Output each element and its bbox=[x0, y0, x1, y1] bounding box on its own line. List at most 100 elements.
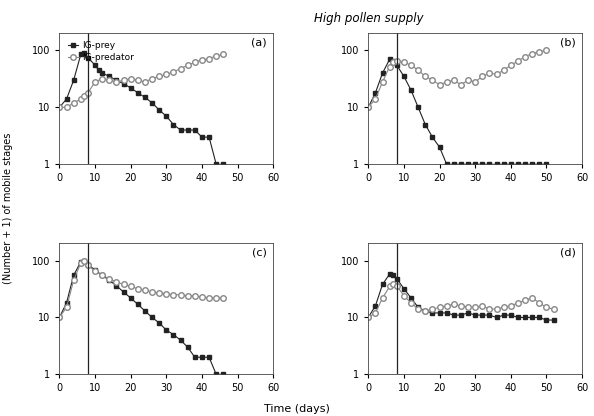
IG-prey bbox=[177, 338, 184, 343]
IG-prey bbox=[500, 162, 507, 167]
IG-predator bbox=[393, 283, 400, 288]
IG-prey bbox=[99, 273, 106, 278]
IG-prey bbox=[70, 273, 77, 278]
IG-predator bbox=[500, 68, 507, 73]
IG-prey bbox=[184, 128, 191, 133]
IG-predator bbox=[422, 74, 429, 79]
IG-prey bbox=[372, 303, 379, 308]
IG-predator bbox=[407, 300, 415, 305]
IG-predator bbox=[56, 315, 63, 320]
IG-prey bbox=[81, 258, 88, 263]
IG-prey bbox=[443, 310, 450, 315]
IG-predator bbox=[113, 79, 120, 84]
IG-prey bbox=[386, 272, 393, 277]
IG-predator bbox=[472, 305, 479, 310]
IG-prey bbox=[543, 162, 550, 167]
IG-prey bbox=[184, 345, 191, 350]
IG-predator bbox=[220, 295, 227, 300]
IG-predator bbox=[134, 286, 141, 291]
IG-prey bbox=[479, 162, 486, 167]
IG-predator bbox=[422, 309, 429, 314]
IG-prey bbox=[472, 162, 479, 167]
IG-prey bbox=[443, 162, 450, 167]
IG-predator bbox=[163, 72, 170, 77]
IG-prey bbox=[120, 81, 127, 86]
IG-prey bbox=[365, 315, 372, 320]
IG-predator bbox=[465, 305, 472, 310]
IG-prey bbox=[390, 273, 397, 278]
IG-prey bbox=[84, 262, 91, 267]
IG-predator bbox=[198, 57, 206, 62]
IG-prey bbox=[450, 312, 457, 317]
IG-predator bbox=[400, 60, 407, 65]
IG-predator bbox=[429, 78, 436, 83]
IG-prey bbox=[170, 332, 177, 337]
IG-prey bbox=[436, 145, 443, 150]
IG-predator bbox=[91, 79, 99, 84]
IG-prey bbox=[77, 52, 84, 57]
IG-predator bbox=[113, 280, 120, 285]
IG-predator bbox=[106, 276, 113, 281]
IG-predator bbox=[127, 284, 134, 289]
IG-predator bbox=[365, 315, 372, 320]
IG-prey bbox=[220, 162, 227, 167]
IG-predator bbox=[415, 307, 422, 312]
IG-predator bbox=[141, 288, 148, 293]
IG-predator bbox=[390, 60, 397, 65]
IG-prey bbox=[63, 97, 70, 102]
IG-prey bbox=[206, 355, 213, 360]
IG-prey bbox=[514, 162, 522, 167]
IG-predator bbox=[457, 303, 465, 308]
IG-prey bbox=[191, 355, 198, 360]
IG-predator bbox=[198, 295, 206, 300]
IG-predator bbox=[486, 71, 493, 76]
IG-prey bbox=[529, 162, 536, 167]
IG-predator bbox=[514, 300, 522, 305]
IG-prey bbox=[390, 59, 397, 64]
IG-prey bbox=[493, 315, 500, 320]
IG-prey bbox=[156, 320, 163, 325]
Text: (d): (d) bbox=[560, 247, 576, 257]
IG-prey bbox=[63, 300, 70, 305]
IG-predator bbox=[99, 76, 106, 81]
IG-predator bbox=[486, 307, 493, 312]
IG-prey bbox=[81, 50, 88, 55]
IG-prey bbox=[379, 71, 386, 76]
IG-predator bbox=[393, 59, 400, 64]
IG-predator bbox=[141, 79, 148, 84]
IG-prey bbox=[156, 107, 163, 112]
IG-prey bbox=[70, 78, 77, 83]
IG-predator bbox=[372, 310, 379, 315]
IG-prey bbox=[372, 90, 379, 95]
IG-prey bbox=[206, 135, 213, 140]
IG-prey bbox=[213, 162, 220, 167]
IG-prey bbox=[529, 315, 536, 320]
IG-predator bbox=[543, 48, 550, 53]
IG-predator bbox=[177, 292, 184, 297]
IG-predator bbox=[120, 78, 127, 83]
IG-prey bbox=[486, 162, 493, 167]
IG-prey bbox=[465, 310, 472, 315]
IG-predator bbox=[429, 307, 436, 312]
IG-predator bbox=[400, 293, 407, 298]
Text: (c): (c) bbox=[252, 247, 267, 257]
IG-prey bbox=[393, 63, 400, 68]
IG-prey bbox=[407, 295, 415, 300]
IG-predator bbox=[99, 273, 106, 278]
IG-prey bbox=[120, 290, 127, 295]
IG-prey bbox=[422, 122, 429, 127]
Line: IG-prey: IG-prey bbox=[57, 258, 226, 377]
IG-prey bbox=[170, 122, 177, 127]
IG-prey bbox=[141, 309, 148, 314]
IG-prey bbox=[148, 315, 156, 320]
IG-predator bbox=[84, 90, 91, 95]
IG-prey bbox=[536, 162, 543, 167]
IG-predator bbox=[379, 79, 386, 84]
Line: IG-prey: IG-prey bbox=[366, 57, 549, 167]
IG-prey bbox=[543, 317, 550, 322]
IG-predator bbox=[407, 63, 415, 68]
IG-predator bbox=[63, 305, 70, 310]
IG-predator bbox=[156, 74, 163, 79]
IG-prey bbox=[507, 162, 514, 167]
IG-predator bbox=[436, 82, 443, 87]
